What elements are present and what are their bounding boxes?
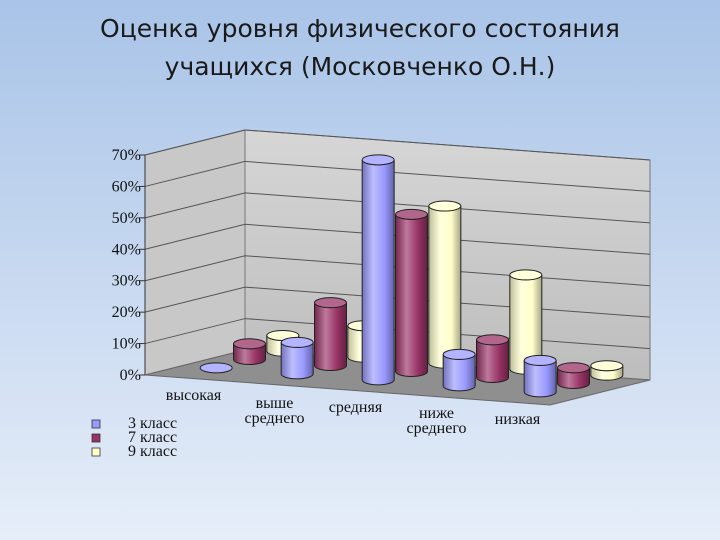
cylinder-body <box>428 205 462 369</box>
y-tick-label: 10% <box>112 336 141 353</box>
y-tick-label: 20% <box>112 304 141 321</box>
chart-title-line-2: учащихся (Московченко О.Н.) <box>164 52 556 81</box>
cylinder-top <box>233 338 266 350</box>
gridline <box>144 192 651 224</box>
legend-swatch <box>91 419 101 429</box>
gridline <box>144 223 651 255</box>
cylinder-bar <box>442 348 476 392</box>
cylinder-top <box>590 360 624 372</box>
cylinder-top <box>361 154 395 166</box>
cylinder-top <box>476 334 509 346</box>
y-tick-label: 60% <box>112 178 141 195</box>
y-tick-label: 50% <box>112 210 141 227</box>
cylinder-bar <box>361 154 395 386</box>
cylinder-body <box>361 159 395 386</box>
legend-label: 3 класс <box>128 415 177 432</box>
x-category-label: ниже среднего <box>407 405 467 437</box>
cylinder-body <box>395 214 428 377</box>
cylinder-bar <box>557 362 590 389</box>
cylinder-body <box>314 302 347 371</box>
cylinder-bar <box>523 354 557 398</box>
legend-swatch <box>91 447 101 457</box>
cylinder-bar <box>509 269 543 375</box>
cylinder-top <box>557 362 590 374</box>
cylinder-bar <box>395 208 428 377</box>
cylinder-bar <box>476 334 509 383</box>
left-wall <box>144 129 246 376</box>
x-category-label: средняя <box>329 399 383 416</box>
cylinder-top <box>428 200 462 212</box>
y-tick-label: 0% <box>120 367 141 384</box>
cylinder-bar <box>280 336 314 380</box>
cylinder-bar <box>590 360 624 381</box>
cylinder-top <box>442 348 476 360</box>
cylinder-body <box>476 339 509 383</box>
y-tick-label: 70% <box>112 147 141 164</box>
cylinder-bar <box>233 338 266 365</box>
cylinder-top <box>523 354 557 366</box>
chart-title-line-1: Оценка уровня физического состояния <box>100 14 620 43</box>
chart-title: Оценка уровня физического состояния учащ… <box>0 10 720 86</box>
legend-label: 9 класс <box>128 443 177 460</box>
x-category-label: высокая <box>166 387 222 404</box>
gridline <box>144 129 651 161</box>
legend-swatch <box>91 433 101 443</box>
gridline <box>144 160 651 192</box>
legend-label: 7 класс <box>128 429 177 446</box>
cylinder-top <box>199 362 233 374</box>
y-tick-label: 40% <box>112 241 141 258</box>
x-category-label: выше среднего <box>245 395 305 427</box>
cylinder-top <box>395 208 428 220</box>
cylinder-top <box>280 336 314 348</box>
cylinder-bar <box>314 297 347 371</box>
y-tick-label: 30% <box>112 273 141 290</box>
cylinder-bar <box>428 200 462 369</box>
cylinder-bar <box>199 362 233 374</box>
cylinder-top <box>314 297 347 309</box>
cylinder-top <box>509 269 543 281</box>
x-category-label: низкая <box>495 411 541 428</box>
